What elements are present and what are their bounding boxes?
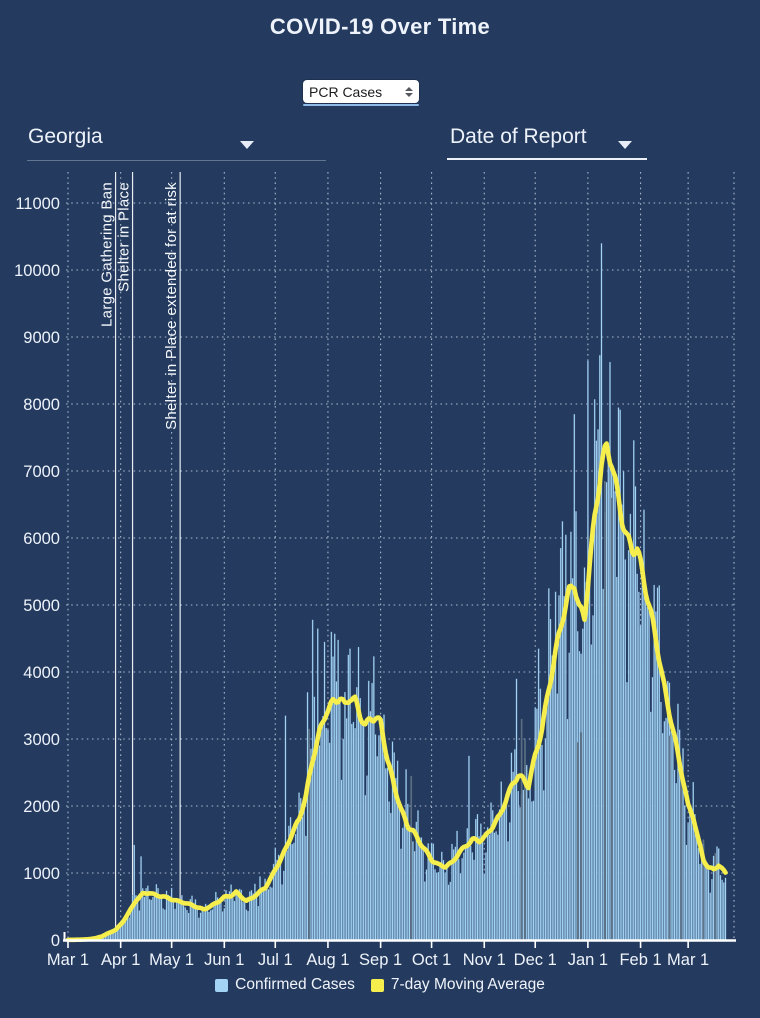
y-axis-tick-label: 10000 bbox=[14, 262, 60, 280]
moving-average-line bbox=[65, 441, 728, 943]
annotation-label: Shelter in Place bbox=[116, 182, 133, 292]
y-axis-tick-label: 9000 bbox=[23, 329, 60, 347]
region-dropdown-caret-icon[interactable] bbox=[240, 141, 254, 149]
y-axis-tick-label: 6000 bbox=[23, 530, 60, 548]
y-axis-tick-label: 7000 bbox=[23, 463, 60, 481]
x-axis-tick-label: Jan 1 bbox=[568, 951, 608, 969]
annotation-label: Large Gathering Ban bbox=[99, 182, 116, 327]
x-axis-tick-label: Jul 1 bbox=[258, 951, 293, 969]
x-axis-tick-label: Mar 1 bbox=[47, 951, 89, 969]
page-title: COVID-19 Over Time bbox=[269, 14, 491, 39]
select-updown-icon bbox=[405, 86, 413, 97]
date-mode-dropdown[interactable]: Date of Report bbox=[450, 125, 587, 148]
metric-select-value: PCR Cases bbox=[309, 83, 383, 100]
y-axis-tick-label: 3000 bbox=[23, 731, 60, 749]
x-axis-tick-label: Feb 1 bbox=[619, 951, 661, 969]
x-axis-tick-label: Nov 1 bbox=[463, 951, 506, 969]
x-axis-tick-label: Mar 1 bbox=[667, 951, 709, 969]
y-axis-tick-label: 2000 bbox=[23, 798, 60, 816]
metric-select[interactable]: PCR Cases bbox=[303, 80, 419, 103]
annotation-label: Shelter in Place extended for at risk bbox=[163, 182, 180, 430]
date-mode-underline bbox=[447, 158, 647, 160]
x-axis-tick-label: Sep 1 bbox=[359, 951, 402, 969]
metric-select-wrap: PCR Cases bbox=[303, 80, 419, 106]
x-axis-tick-label: Dec 1 bbox=[514, 951, 557, 969]
y-axis-tick-label: 8000 bbox=[23, 396, 60, 414]
legend-item-confirmed-cases[interactable]: Confirmed Cases bbox=[215, 976, 355, 994]
x-axis-tick-label: May 1 bbox=[149, 951, 194, 969]
y-axis-tick-label: 0 bbox=[51, 932, 60, 950]
legend-label: Confirmed Cases bbox=[235, 976, 355, 993]
y-axis-tick-label: 1000 bbox=[23, 865, 60, 883]
region-dropdown-underline bbox=[27, 160, 326, 161]
y-axis-tick-label: 11000 bbox=[15, 195, 60, 213]
y-axis-tick-label: 5000 bbox=[23, 597, 60, 615]
x-axis-tick-label: Aug 1 bbox=[306, 951, 349, 969]
date-mode-caret-icon[interactable] bbox=[618, 141, 632, 149]
x-axis-tick-label: Jun 1 bbox=[204, 951, 244, 969]
confirmed-cases-swatch bbox=[215, 978, 229, 992]
x-axis-tick-label: Apr 1 bbox=[101, 951, 140, 969]
y-axis-tick-label: 4000 bbox=[23, 664, 60, 682]
legend-label: 7-day Moving Average bbox=[390, 976, 545, 993]
metric-select-underline bbox=[303, 104, 419, 106]
chart-legend: Confirmed Cases 7-day Moving Average bbox=[0, 976, 760, 994]
x-axis-tick-label: Oct 1 bbox=[412, 951, 451, 969]
moving-average-swatch bbox=[370, 978, 384, 992]
legend-item-moving-average[interactable]: 7-day Moving Average bbox=[370, 976, 545, 994]
region-dropdown[interactable]: Georgia bbox=[28, 125, 103, 148]
